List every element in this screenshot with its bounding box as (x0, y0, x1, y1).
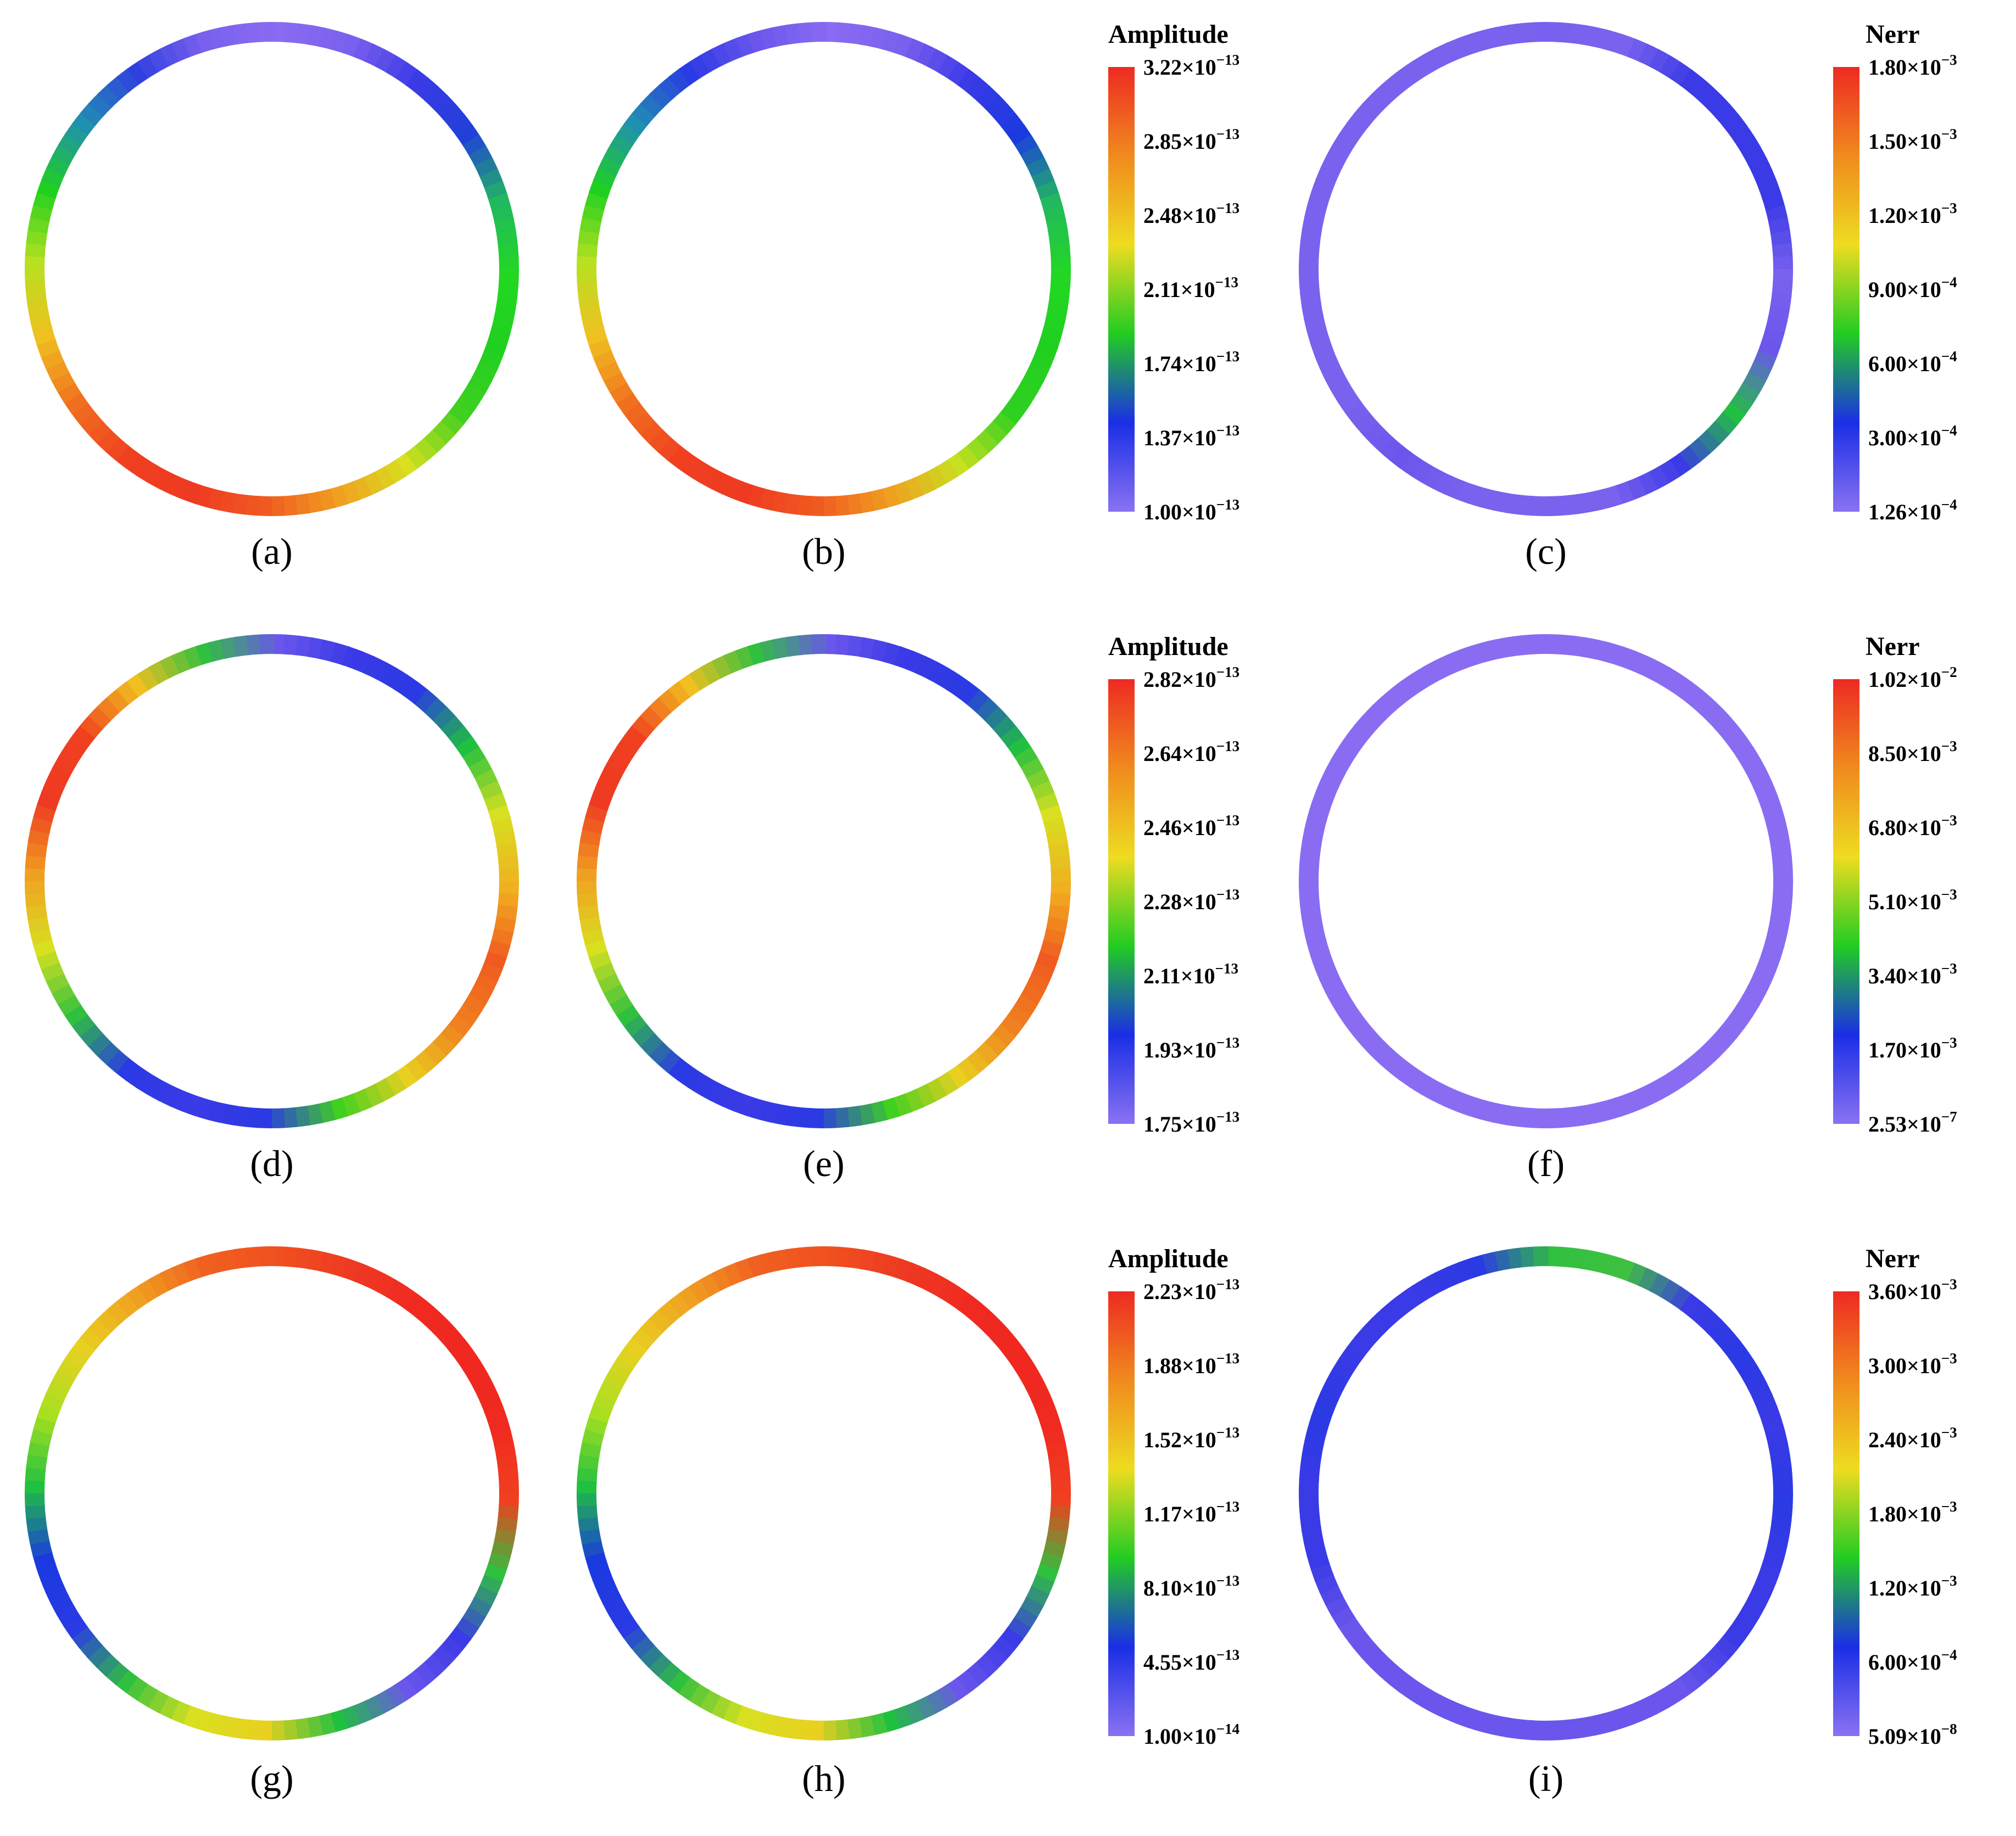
colorbar-tick-label: 3.60×10−3 (1868, 1276, 1957, 1304)
colorbar-tick-label: 3.22×10−13 (1143, 52, 1239, 80)
ring-panel-f (1298, 634, 1794, 1129)
colorbar-title: Amplitude (1108, 632, 1228, 661)
ring-segment (259, 1246, 275, 1267)
colorbar-amplitude: Amplitude 2.23×10−13 1.88×10−13 1.52×10−13 1… (1108, 1244, 1239, 1749)
colorbar-gradient (1833, 1291, 1859, 1736)
ring-segment (811, 634, 826, 654)
colorbar-tick-label: 6.00×10−4 (1868, 1647, 1957, 1675)
ring-segment (811, 1246, 826, 1267)
ring-segment (259, 634, 275, 654)
colorbar-nerr: Nerr 3.60×10−3 3.00×10−3 2.40×10−3 1.80×10−3… (1833, 1244, 1957, 1749)
ring-panel-b (576, 21, 1071, 517)
colorbar-tick-label: 8.50×10−3 (1868, 738, 1957, 766)
colorbar-tick-label: 1.26×10−4 (1868, 496, 1957, 524)
panel-label: (g) (250, 1757, 293, 1799)
colorbar-title: Amplitude (1108, 20, 1228, 49)
colorbar-tick-label: 1.02×10−2 (1868, 664, 1957, 692)
ring-panel-c (1298, 21, 1794, 517)
colorbar-gradient (1833, 679, 1859, 1124)
colorbar-title: Nerr (1866, 632, 1920, 661)
panel-label: (h) (802, 1757, 845, 1799)
ring-segment (1533, 634, 1549, 654)
colorbar-tick-label: 1.00×10−14 (1143, 1721, 1239, 1749)
colorbar-tick-label: 1.00×10−13 (1143, 496, 1239, 524)
colorbar-tick-label: 1.37×10−13 (1143, 422, 1239, 450)
colorbar-nerr: Nerr 1.02×10−2 8.50×10−3 6.80×10−3 5.10×10−3… (1833, 632, 1957, 1137)
panel-label: (a) (251, 530, 292, 572)
colorbar-tick-label: 2.40×10−3 (1868, 1424, 1957, 1452)
colorbar-tick-label: 2.11×10−13 (1143, 960, 1238, 988)
colorbar-title: Amplitude (1108, 1244, 1228, 1273)
colorbar-tick-label: 1.50×10−3 (1868, 126, 1957, 154)
colorbar-tick-label: 2.23×10−13 (1143, 1276, 1239, 1304)
ring-panel-d (24, 634, 520, 1129)
colorbar-tick-label: 1.75×10−13 (1143, 1109, 1239, 1137)
ring-panel-i (1298, 1246, 1794, 1741)
colorbar-gradient (1108, 1291, 1135, 1736)
colorbar-nerr: Nerr 1.80×10−3 1.50×10−3 1.20×10−3 9.00×10−4… (1833, 20, 1957, 524)
panel-label: (c) (1525, 530, 1566, 572)
colorbar-title: Nerr (1866, 1244, 1920, 1273)
panel-label: (b) (802, 530, 845, 572)
colorbar-tick-label: 2.64×10−13 (1143, 738, 1239, 766)
colorbar-tick-label: 8.10×10−13 (1143, 1572, 1239, 1600)
colorbar-tick-label: 2.85×10−13 (1143, 126, 1239, 154)
colorbar-tick-label: 1.80×10−3 (1868, 1498, 1957, 1526)
colorbar-gradient (1833, 67, 1859, 512)
colorbar-tick-label: 1.20×10−3 (1868, 200, 1957, 228)
ring-panel-h (576, 1246, 1071, 1741)
colorbar-tick-label: 1.70×10−3 (1868, 1034, 1957, 1062)
colorbar-tick-label: 2.46×10−13 (1143, 812, 1239, 840)
colorbar-tick-label: 3.00×10−3 (1868, 1350, 1957, 1378)
colorbar-tick-label: 1.17×10−13 (1143, 1498, 1239, 1526)
colorbar-tick-label: 2.28×10−13 (1143, 886, 1239, 914)
colorbar-gradient (1108, 67, 1135, 512)
panel-label: (e) (803, 1143, 844, 1184)
panel-label: (f) (1527, 1143, 1565, 1184)
colorbar-tick-label: 5.10×10−3 (1868, 886, 1957, 914)
panel-label: (i) (1528, 1757, 1563, 1799)
colorbar-tick-label: 9.00×10−4 (1868, 274, 1957, 302)
colorbar-tick-label: 6.80×10−3 (1868, 812, 1957, 840)
panel-label: (d) (250, 1143, 293, 1184)
colorbar-tick-label: 4.55×10−13 (1143, 1647, 1239, 1675)
colorbar-tick-label: 1.93×10−13 (1143, 1034, 1239, 1062)
ring-panel-e (576, 634, 1071, 1129)
colorbar-amplitude: Amplitude 3.22×10−13 2.85×10−13 2.48×10−13 2… (1108, 20, 1239, 524)
colorbar-tick-label: 3.00×10−4 (1868, 422, 1957, 450)
colorbar-tick-label: 2.11×10−13 (1143, 274, 1238, 302)
colorbar-tick-label: 3.40×10−3 (1868, 960, 1957, 988)
ring-segment (1533, 1246, 1549, 1267)
colorbar-tick-label: 1.88×10−13 (1143, 1350, 1239, 1378)
colorbar-tick-label: 1.52×10−13 (1143, 1424, 1239, 1452)
ring-panel-a (24, 21, 520, 517)
colorbar-title: Nerr (1866, 20, 1920, 49)
ring-panel-g (24, 1246, 520, 1741)
colorbar-tick-label: 2.82×10−13 (1143, 664, 1239, 692)
colorbar-tick-label: 2.53×10−7 (1868, 1109, 1957, 1137)
colorbar-tick-label: 1.80×10−3 (1868, 52, 1957, 80)
colorbar-amplitude: Amplitude 2.82×10−13 2.64×10−13 2.46×10−13 2… (1108, 632, 1239, 1137)
colorbar-tick-label: 2.48×10−13 (1143, 200, 1239, 228)
colorbar-tick-label: 6.00×10−4 (1868, 348, 1957, 376)
colorbar-tick-label: 5.09×10−8 (1868, 1721, 1957, 1749)
colorbar-gradient (1108, 679, 1135, 1124)
colorbar-tick-label: 1.74×10−13 (1143, 348, 1239, 376)
colorbar-tick-label: 1.20×10−3 (1868, 1572, 1957, 1600)
